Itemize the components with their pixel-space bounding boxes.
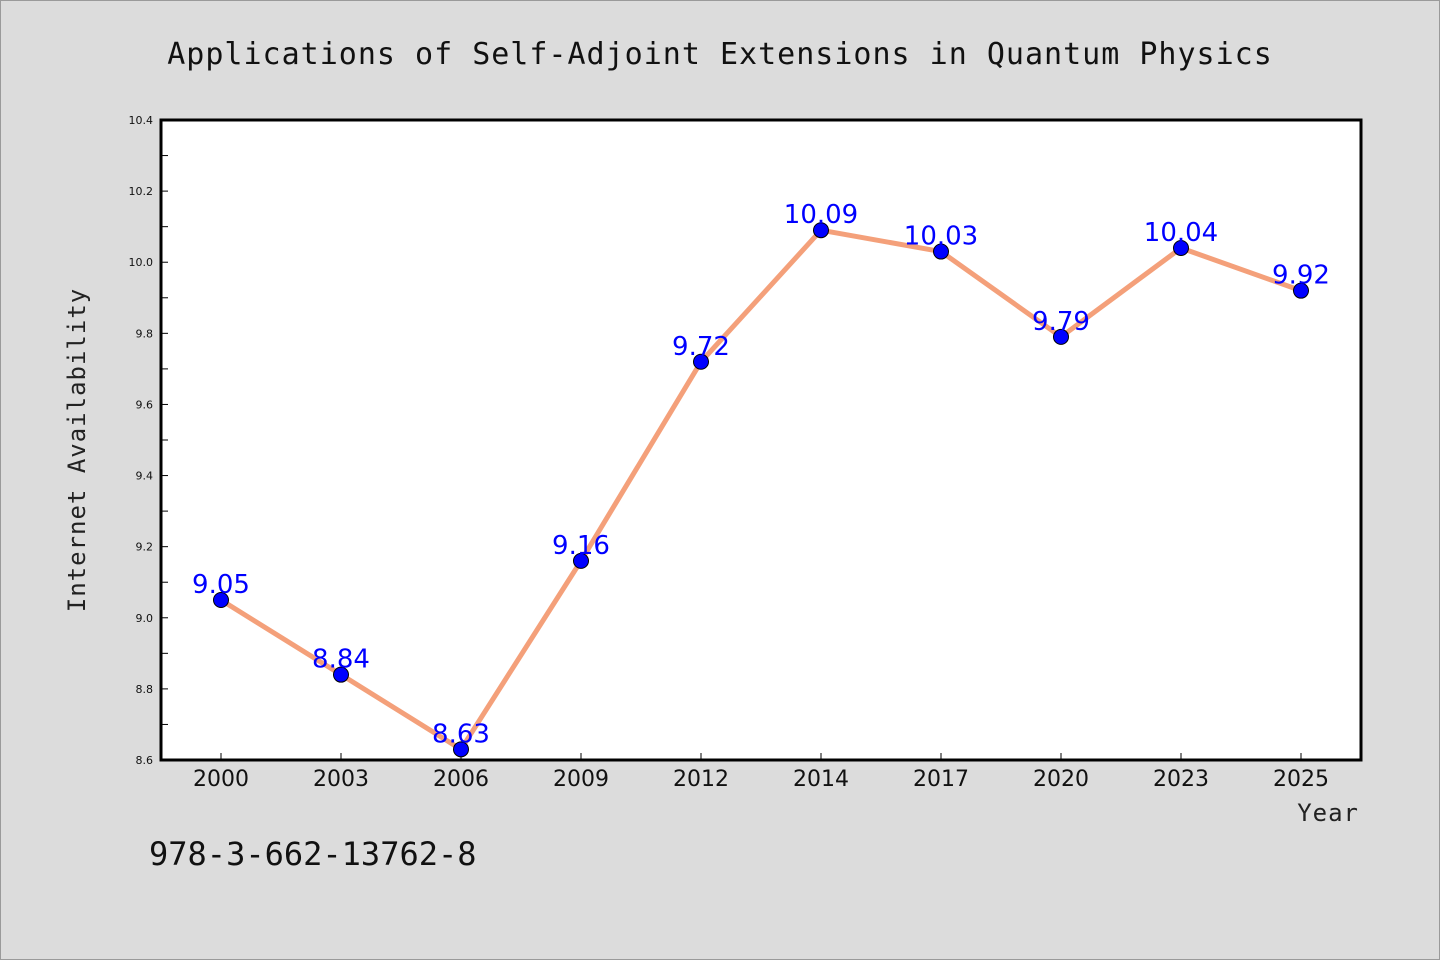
data-label: 10.04 bbox=[1144, 218, 1218, 248]
data-point-marker bbox=[933, 243, 949, 260]
x-tick-label: 2006 bbox=[433, 767, 489, 792]
data-label: 9.72 bbox=[672, 332, 730, 362]
data-point-marker bbox=[693, 353, 709, 370]
y-tick-label: 10.2 bbox=[129, 185, 154, 198]
data-point-marker bbox=[453, 741, 469, 758]
x-axis-ticks: 2000 2003 2006 2009 2012 2014 2017 2020 2023 2025 bbox=[193, 753, 1329, 792]
marker-layer bbox=[213, 222, 1309, 758]
x-tick-label: 2000 bbox=[193, 767, 249, 792]
x-axis-label: Year bbox=[1297, 799, 1359, 827]
y-tick-label: 9.4 bbox=[136, 470, 154, 483]
data-point-marker bbox=[1293, 282, 1309, 299]
x-tick-label: 2014 bbox=[793, 767, 849, 792]
x-tick-label: 2023 bbox=[1153, 767, 1209, 792]
data-label: 10.03 bbox=[904, 222, 978, 252]
y-tick-label: 9.2 bbox=[136, 541, 154, 554]
data-point-marker bbox=[813, 222, 829, 239]
data-label: 9.05 bbox=[192, 570, 250, 600]
data-point-marker bbox=[1053, 328, 1069, 345]
x-tick-label: 2017 bbox=[913, 767, 969, 792]
x-tick-label: 2012 bbox=[673, 767, 729, 792]
x-tick-label: 2025 bbox=[1273, 767, 1329, 792]
series-line bbox=[218, 227, 1304, 752]
y-tick-label: 8.6 bbox=[136, 754, 154, 767]
series-layer bbox=[218, 227, 1304, 752]
data-label: 8.84 bbox=[312, 645, 370, 675]
y-tick-label: 10.0 bbox=[129, 256, 154, 269]
data-label: 9.92 bbox=[1272, 261, 1330, 291]
plot-area bbox=[161, 120, 1361, 760]
isbn-text: 978-3-662-13762-8 bbox=[149, 835, 477, 873]
data-point-marker bbox=[213, 592, 229, 608]
data-label: 8.63 bbox=[432, 719, 490, 749]
data-point-marker bbox=[1173, 240, 1189, 256]
y-axis-ticks: 8.6 8.8 9.0 9.2 9.4 9.6 9.8 10.0 10.2 10.4 bbox=[129, 114, 168, 767]
y-tick-label: 9.8 bbox=[136, 327, 154, 340]
chart-title: Applications of Self-Adjoint Extensions … bbox=[167, 37, 1273, 72]
y-tick-label: 9.0 bbox=[136, 612, 154, 625]
y-tick-label: 10.4 bbox=[129, 114, 154, 127]
x-tick-label: 2009 bbox=[553, 767, 609, 792]
x-tick-label: 2003 bbox=[313, 767, 369, 792]
data-point-marker bbox=[573, 552, 589, 569]
y-tick-label: 9.6 bbox=[136, 398, 154, 411]
data-point-marker bbox=[333, 666, 349, 683]
data-label: 9.16 bbox=[552, 531, 610, 561]
data-label: 10.09 bbox=[784, 200, 858, 230]
y-tick-label: 8.8 bbox=[136, 683, 154, 696]
x-tick-label: 2020 bbox=[1033, 767, 1089, 792]
y-axis-label: Internet Availability bbox=[63, 288, 91, 612]
data-label: 9.79 bbox=[1032, 307, 1090, 337]
data-label-layer: 9.05 8.84 8.63 9.16 9.72 10.09 10.03 9.79 10.04 9… bbox=[192, 200, 1330, 749]
plot-frame bbox=[159, 118, 1363, 762]
